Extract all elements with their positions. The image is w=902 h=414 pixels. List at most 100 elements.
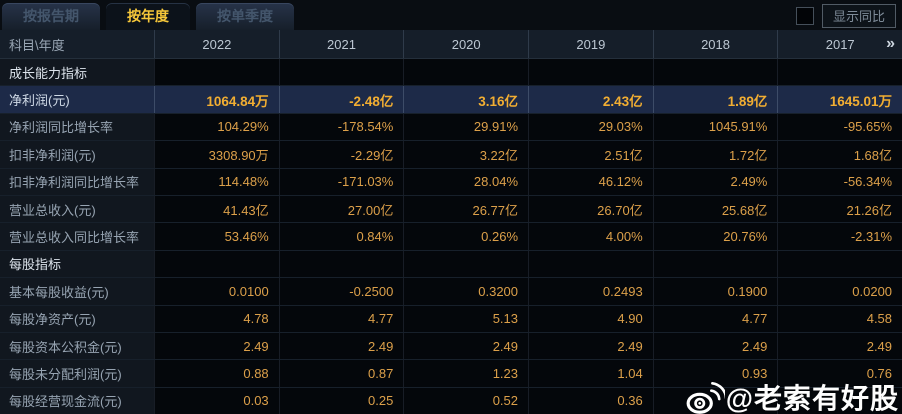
value-cell: 1.68亿: [777, 141, 902, 168]
value-cell: 4.00%: [528, 223, 653, 250]
table-row: 基本每股收益(元) 0.0100 -0.2500 0.3200 0.2493 0.1900…: [0, 278, 902, 306]
table-header-row: 科目\年度 2022 2021 2020 2019 2018 2017 »: [0, 30, 902, 59]
watermark-handle: @老索有好股: [725, 383, 899, 414]
year-header-label: 2022: [202, 36, 232, 52]
row-label: 扣非净利润(元): [0, 141, 154, 168]
value-cell: 0.87: [278, 360, 404, 387]
value-cell: [652, 250, 778, 278]
value-cell: 4.78: [154, 305, 279, 332]
row-label: 每股未分配利润(元): [0, 360, 154, 387]
table-row: 每股经营现金流(元) 0.03 0.25 0.52 0.36: [0, 387, 902, 414]
value-cell: 0.0100: [154, 278, 279, 305]
value-cell: 4.90: [528, 305, 653, 332]
row-label: 营业总收入(元): [0, 195, 154, 223]
row-label: 扣非净利润同比增长率: [0, 168, 154, 195]
row-label: 营业总收入同比增长率: [0, 223, 154, 250]
value-cell: 0.36: [528, 387, 653, 414]
year-header-2022: 2022: [154, 30, 279, 58]
value-cell: 25.68亿: [652, 195, 778, 223]
row-label: 每股经营现金流(元): [0, 387, 154, 414]
value-cell: 1045.91%: [652, 113, 778, 141]
row-label: 每股净资产(元): [0, 305, 154, 332]
value-cell: 29.91%: [403, 113, 529, 141]
value-cell: 0.25: [278, 387, 404, 414]
value-cell: 1064.84万: [154, 86, 279, 113]
weibo-icon: [686, 381, 725, 414]
value-cell: 0.84%: [278, 223, 404, 250]
value-cell: -56.34%: [777, 168, 902, 195]
value-cell: 0.52: [403, 387, 529, 414]
value-cell: 104.29%: [154, 113, 279, 141]
more-years-icon[interactable]: »: [886, 35, 896, 52]
value-cell: 0.3200: [403, 278, 529, 305]
value-cell: [154, 59, 279, 86]
table-row: 净利润同比增长率 104.29% -178.54% 29.91% 29.03% 1045.…: [0, 113, 902, 142]
year-header-2021: 2021: [278, 30, 404, 58]
table-row: 扣非净利润同比增长率 114.48% -171.03% 28.04% 46.12% 2.4…: [0, 168, 902, 196]
value-cell: 26.77亿: [403, 195, 529, 223]
value-cell: -178.54%: [278, 113, 404, 141]
financials-table: 科目\年度 2022 2021 2020 2019 2018 2017 » 成长能力指标 净利…: [0, 30, 902, 414]
year-header-label: 2020: [451, 36, 481, 52]
table-row: 每股资本公积金(元) 2.49 2.49 2.49 2.49 2.49 2.49: [0, 332, 902, 361]
tab-report-period[interactable]: 按报告期: [2, 3, 100, 30]
year-header-2020: 2020: [403, 30, 528, 58]
value-cell: 1.23: [403, 360, 529, 387]
row-label: 每股资本公积金(元): [0, 332, 154, 360]
value-cell: -95.65%: [777, 113, 902, 141]
value-cell: 4.77: [278, 305, 404, 332]
tab-annual[interactable]: 按年度: [106, 3, 190, 30]
value-cell: 2.49: [777, 332, 902, 360]
year-header-label: 2018: [701, 36, 730, 52]
value-cell: 0.26%: [403, 223, 529, 250]
value-cell: [278, 250, 404, 278]
value-cell: 0.76: [777, 360, 902, 387]
value-cell: -2.29亿: [278, 141, 404, 168]
show-yoy-checkbox[interactable]: [795, 7, 814, 25]
row-label: 净利润同比增长率: [0, 113, 154, 141]
value-cell: 28.04%: [403, 168, 529, 195]
value-cell: 3.22亿: [403, 141, 529, 168]
value-cell: 1.72亿: [652, 141, 778, 168]
table-row: 每股未分配利润(元) 0.88 0.87 1.23 1.04 0.93 0.76: [0, 360, 902, 388]
corner-header: 科目\年度: [9, 37, 65, 53]
value-cell: 21.26亿: [777, 195, 902, 223]
value-cell: 2.51亿: [528, 141, 653, 168]
value-cell: [154, 250, 279, 278]
yoy-control-group: 显示同比: [795, 4, 896, 28]
value-cell: 0.03: [154, 387, 279, 414]
value-cell: 26.70亿: [528, 195, 653, 223]
value-cell: -2.48亿: [278, 86, 404, 113]
tab-single-quarter[interactable]: 按单季度: [196, 3, 294, 30]
value-cell: 0.1900: [652, 278, 778, 305]
table-body: 成长能力指标 净利润(元) 1064.84万 -2.48亿 3.16亿 2.43亿 1.89…: [0, 59, 902, 414]
table-row: 每股净资产(元) 4.78 4.77 5.13 4.90 4.77 4.58: [0, 305, 902, 333]
value-cell: 53.46%: [154, 223, 279, 250]
show-yoy-label[interactable]: 显示同比: [821, 4, 896, 28]
table-row: 扣非净利润(元) 3308.90万 -2.29亿 3.22亿 2.51亿 1.72亿 1.6…: [0, 141, 902, 169]
value-cell: [278, 59, 404, 86]
year-header-2019: 2019: [528, 30, 653, 58]
value-cell: 114.48%: [154, 168, 279, 195]
table-row: 每股指标: [0, 250, 902, 279]
value-cell: 46.12%: [528, 168, 653, 195]
value-cell: 2.43亿: [528, 86, 653, 113]
value-cell: [528, 59, 653, 86]
value-cell: 5.13: [403, 305, 529, 332]
value-cell: 2.49: [403, 332, 529, 360]
table-row: 净利润(元) 1064.84万 -2.48亿 3.16亿 2.43亿 1.89亿 1645.…: [0, 86, 902, 114]
watermark: @老索有好股: [685, 377, 899, 414]
year-header-2017: 2017 »: [777, 30, 902, 58]
value-cell: [403, 59, 529, 86]
year-header-2018: 2018: [652, 30, 778, 58]
value-cell: 0.2493: [528, 278, 653, 305]
row-label: 净利润(元): [0, 86, 154, 113]
value-cell: 41.43亿: [154, 195, 279, 223]
value-cell: 2.49%: [652, 168, 778, 195]
tab-bar: 按报告期 按年度 按单季度 显示同比: [0, 0, 902, 30]
value-cell: 3308.90万: [154, 141, 279, 168]
year-header-label: 2019: [576, 36, 606, 52]
value-cell: 29.03%: [528, 113, 653, 141]
value-cell: 3.16亿: [403, 86, 529, 113]
